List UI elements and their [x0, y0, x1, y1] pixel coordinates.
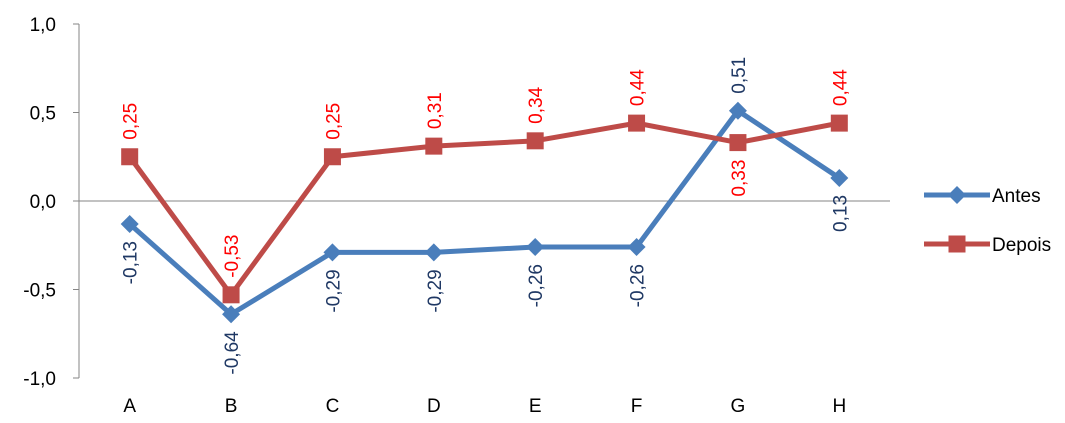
data-point-antes [728, 101, 747, 120]
chart-data-labels: -0,13 -0,64 -0,29 -0,29 -0,26 -0,26 0,51 0,13 0,… [121, 57, 852, 375]
data-label-antes: -0,26 [526, 264, 547, 307]
y-tick-label: -0,5 [23, 281, 56, 302]
chart-series [120, 101, 849, 324]
data-point-depois [323, 148, 341, 166]
data-point-antes [526, 238, 545, 257]
data-point-depois [526, 132, 544, 150]
x-tick-label: G [731, 396, 746, 417]
chart-axes: -1,0 -0,5 0,0 0,5 1,0 A B C D E F G H [23, 15, 890, 417]
chart-legend: Antes Depois [924, 186, 1051, 256]
data-label-depois: 0,31 [425, 92, 446, 129]
data-point-antes [424, 243, 443, 262]
data-label-depois: 0,25 [121, 103, 142, 140]
data-point-antes [222, 305, 241, 324]
data-label-depois: 0,25 [323, 103, 344, 140]
y-tick-label: 0,0 [30, 192, 56, 213]
series-line-antes [128, 108, 841, 317]
data-label-antes: -0,29 [425, 269, 446, 312]
data-label-depois: 0,33 [729, 160, 750, 197]
legend-label-depois: Depois [992, 235, 1051, 256]
data-label-depois: 0,34 [526, 86, 547, 123]
data-label-antes: -0,26 [628, 264, 649, 307]
data-label-antes: -0,13 [121, 241, 142, 284]
x-tick-label: F [631, 396, 643, 417]
legend-marker-depois [948, 235, 966, 253]
data-label-depois: 0,44 [830, 69, 851, 106]
data-label-depois: -0,53 [222, 234, 243, 277]
data-label-depois: 0,44 [628, 69, 649, 106]
data-point-antes [627, 238, 646, 257]
data-label-antes: -0,64 [222, 331, 243, 375]
data-point-depois [121, 148, 139, 166]
data-label-antes: -0,29 [323, 269, 344, 312]
legend-marker-antes [948, 186, 966, 204]
data-point-depois [830, 114, 848, 132]
x-tick-label: C [326, 396, 340, 417]
data-point-depois [628, 114, 646, 132]
legend-label-antes: Antes [992, 186, 1041, 207]
x-tick-label: E [529, 396, 542, 417]
data-point-antes [323, 243, 342, 262]
data-point-depois [729, 134, 747, 152]
y-tick-label: 0,5 [30, 104, 56, 125]
data-point-antes [830, 168, 849, 187]
data-label-antes: 0,51 [729, 57, 750, 94]
x-tick-label: D [427, 396, 441, 417]
x-tick-label: B [225, 396, 238, 417]
data-label-antes: 0,13 [830, 195, 851, 232]
series-line-depois [127, 120, 840, 298]
data-point-antes [120, 215, 139, 234]
data-point-depois [222, 286, 240, 304]
x-tick-label: A [123, 396, 136, 417]
y-tick-label: -1,0 [23, 369, 56, 390]
data-point-depois [425, 137, 443, 155]
y-tick-label: 1,0 [30, 15, 56, 36]
x-tick-label: H [832, 396, 846, 417]
